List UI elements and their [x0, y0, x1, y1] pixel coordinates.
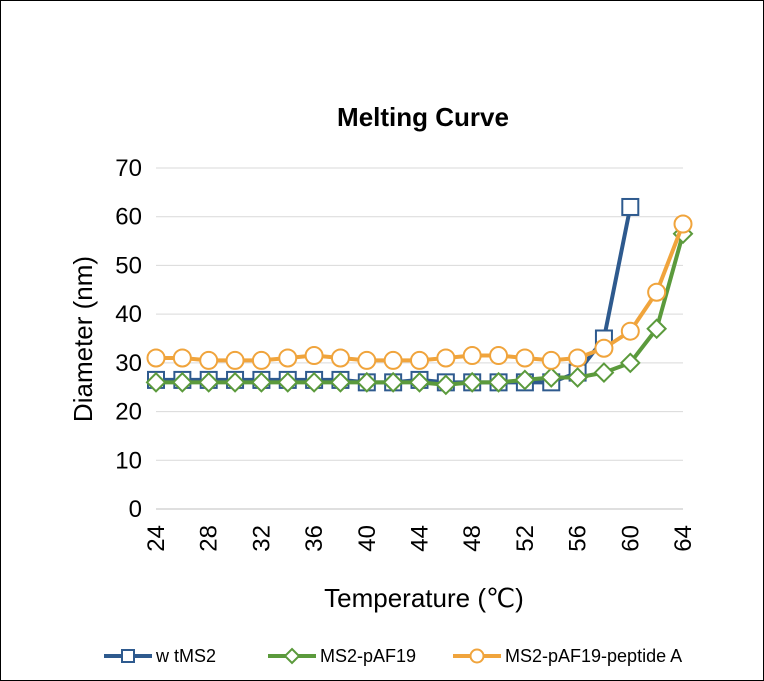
data-point: [304, 346, 324, 366]
data-point: [145, 371, 167, 393]
y-tick-label: 40: [115, 301, 142, 328]
data-point: [515, 348, 535, 368]
data-point: [462, 346, 482, 366]
legend-item: MS2-pAF19: [268, 646, 416, 666]
gridlines: [156, 167, 683, 461]
data-point: [146, 348, 166, 368]
y-tick-label: 50: [115, 252, 142, 279]
y-tick-label: 30: [115, 350, 142, 377]
data-point: [647, 282, 667, 302]
data-point: [593, 362, 615, 384]
x-tick-label: 48: [459, 525, 486, 552]
data-point: [251, 350, 271, 370]
series-layer: [145, 197, 694, 396]
legend-item: MS2-pAF19-peptide A: [453, 646, 682, 666]
legend-label: MS2-pAF19: [320, 646, 416, 666]
x-tick-label: 36: [301, 525, 328, 552]
data-point: [568, 348, 588, 368]
data-point: [540, 367, 562, 388]
series-3: [146, 214, 693, 370]
x-tick-label: 60: [617, 525, 644, 552]
chart-title: Melting Curve: [337, 102, 509, 132]
data-point: [646, 318, 668, 340]
x-axis-label: Temperature (℃): [324, 583, 524, 613]
x-tick-label: 52: [512, 525, 539, 552]
legend-label: w tMS2: [155, 646, 216, 666]
data-point: [620, 321, 640, 341]
data-point: [225, 350, 245, 370]
data-point: [594, 338, 614, 358]
tick-labels: 0 10 20 30 40 50 60 70 24 28 32 36 40 44 48 52 56 60 64: [115, 155, 697, 552]
data-point: [330, 348, 350, 368]
data-point: [514, 369, 536, 391]
data-point: [303, 371, 325, 393]
data-point: [541, 350, 561, 370]
data-point: [673, 214, 693, 234]
data-point: [250, 371, 272, 393]
data-point: [567, 367, 589, 388]
series-2: [145, 223, 694, 396]
data-point: [224, 371, 246, 393]
data-point: [409, 371, 430, 393]
y-tick-label: 60: [115, 204, 142, 231]
y-tick-label: 0: [129, 496, 142, 523]
y-tick-label: 70: [115, 155, 142, 182]
legend-item: w tMS2: [104, 646, 216, 666]
legend: w tMS2 MS2-pAF19 MS2-pAF19-peptide A: [104, 646, 682, 666]
data-point: [621, 197, 640, 216]
data-point: [198, 371, 220, 393]
legend-marker: [469, 648, 485, 664]
data-point: [357, 350, 377, 370]
data-point: [383, 350, 403, 370]
x-tick-label: 56: [565, 525, 592, 552]
data-point: [277, 371, 299, 393]
data-point: [382, 371, 404, 393]
data-point: [278, 348, 298, 368]
y-axis-label: Diameter (nm): [68, 256, 98, 422]
data-point: [171, 371, 193, 393]
x-tick-label: 40: [354, 525, 381, 552]
data-point: [435, 374, 457, 396]
data-point: [461, 371, 483, 393]
x-tick-label: 32: [248, 525, 275, 552]
legend-marker: [121, 649, 135, 663]
x-tick-label: 24: [143, 525, 170, 552]
data-point: [330, 371, 351, 393]
data-point: [172, 348, 192, 368]
data-point: [199, 350, 219, 370]
legend-marker: [283, 647, 301, 665]
data-point: [436, 348, 456, 368]
data-point: [410, 350, 429, 370]
data-point: [488, 371, 509, 393]
x-tick-label: 44: [407, 525, 434, 552]
x-tick-label: 64: [670, 525, 697, 552]
y-tick-label: 10: [115, 447, 142, 474]
x-tick-label: 28: [196, 525, 223, 552]
legend-label: MS2-pAF19-peptide A: [505, 646, 682, 666]
data-point: [489, 346, 509, 366]
data-point: [356, 371, 378, 393]
y-tick-label: 20: [115, 399, 142, 426]
data-point: [619, 352, 641, 374]
